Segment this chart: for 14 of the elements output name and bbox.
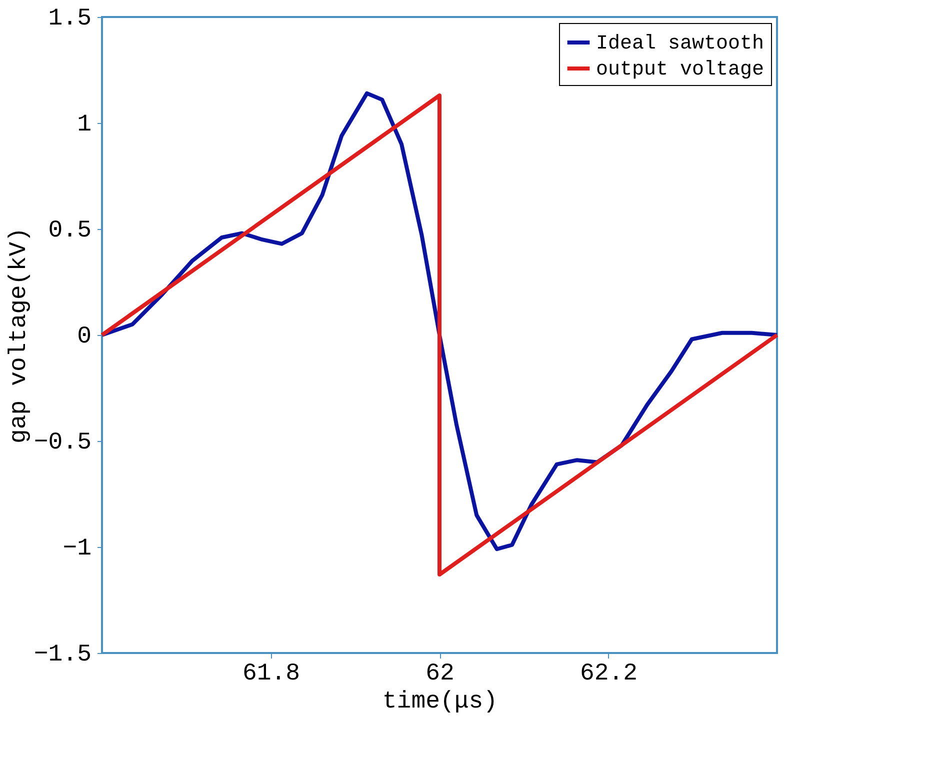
y-tick-label: 0: [77, 324, 92, 350]
y-tick-label: −1.5: [34, 642, 92, 668]
y-tick-label: 1: [77, 112, 92, 138]
legend-label: Ideal sawtooth: [596, 32, 764, 56]
y-tick-label: 0.5: [48, 218, 92, 244]
x-axis-title: time(μs): [382, 688, 498, 716]
legend-label: output voltage: [596, 58, 764, 82]
y-axis-title: gap voltage(kV): [6, 227, 33, 444]
x-tick-label: 61.8: [242, 660, 300, 688]
y-tick-label: −1: [62, 536, 92, 562]
y-tick-label: −0.5: [34, 430, 92, 456]
x-tick-label: 62.2: [580, 660, 638, 688]
x-tick-label: 62: [426, 660, 454, 688]
y-tick-label: 1.5: [48, 6, 92, 32]
